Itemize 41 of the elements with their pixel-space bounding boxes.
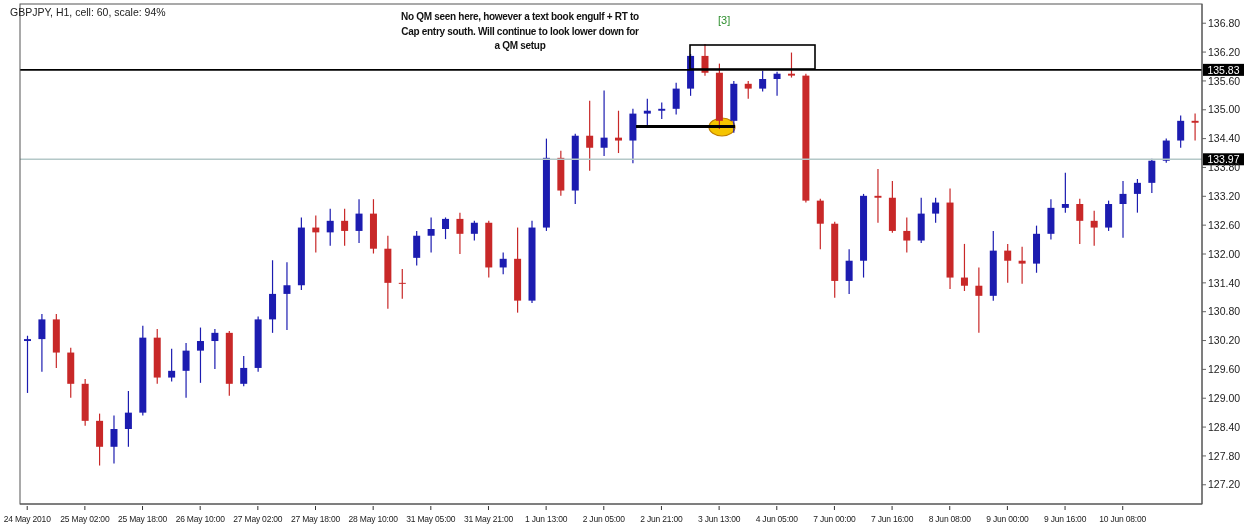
y-tick-label: 131.40 <box>1208 276 1241 289</box>
x-tick-label: 27 May 02:00 <box>233 514 283 524</box>
x-tick-label: 25 May 02:00 <box>60 514 110 524</box>
x-tick-label: 25 May 18:00 <box>117 514 168 524</box>
x-tick-label: 8 Jun 08:00 <box>928 514 972 524</box>
y-tick-label: 129.00 <box>1208 391 1241 404</box>
x-tick-label: 28 May 10:00 <box>348 514 399 524</box>
x-tick-label: 7 Jun 16:00 <box>870 514 914 524</box>
y-tick-label: 134.40 <box>1208 132 1241 145</box>
x-tick-label: 10 Jun 08:00 <box>1099 514 1147 524</box>
x-tick-label: 9 Jun 16:00 <box>1043 514 1087 524</box>
y-tick-label: 135.60 <box>1208 74 1241 87</box>
x-tick-label: 4 Jun 05:00 <box>755 514 799 524</box>
ref-line-label: 135.83 <box>1207 63 1240 76</box>
y-tick-label: 130.20 <box>1208 334 1241 347</box>
y-tick-label: 132.00 <box>1208 247 1241 260</box>
x-tick-label: 31 May 05:00 <box>406 514 456 524</box>
x-tick-label: 3 Jun 13:00 <box>697 514 741 524</box>
x-tick-label: 24 May 2010 <box>3 514 52 524</box>
y-tick-label: 135.00 <box>1208 103 1241 116</box>
x-tick-label: 9 Jun 00:00 <box>986 514 1029 524</box>
annotation: [3] <box>718 14 731 26</box>
y-tick-label: 130.80 <box>1208 305 1241 318</box>
ref-line-label: 133.97 <box>1207 153 1240 166</box>
y-tick-label: 132.60 <box>1208 218 1241 231</box>
x-tick-label: 26 May 10:00 <box>175 514 226 524</box>
y-tick-label: 127.80 <box>1208 449 1241 462</box>
y-tick-label: 136.80 <box>1208 16 1241 29</box>
chart-title: GBPJPY, H1, cell: 60, scale: 94% <box>10 6 166 18</box>
x-tick-label: 27 May 18:00 <box>290 514 341 524</box>
x-tick-label: 1 Jun 13:00 <box>525 514 568 524</box>
y-tick-label: 127.20 <box>1208 478 1241 491</box>
x-tick-label: 7 Jun 00:00 <box>813 514 857 524</box>
y-tick-label: 133.20 <box>1208 190 1241 203</box>
y-tick-label: 136.20 <box>1208 45 1241 58</box>
x-tick-label: 2 Jun 21:00 <box>640 514 684 524</box>
x-tick-label: 31 May 21:00 <box>463 514 514 524</box>
annotation: No QM seen here, however a text book engulf + RT to Cap entry south. Will continue to look lower down for a QM setup <box>400 10 640 53</box>
y-tick-label: 128.40 <box>1208 420 1241 433</box>
y-tick-label: 129.60 <box>1208 363 1241 376</box>
x-tick-label: 2 Jun 05:00 <box>582 514 626 524</box>
